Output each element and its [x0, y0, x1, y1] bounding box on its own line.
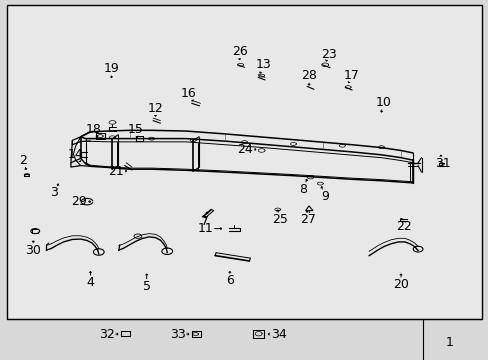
Text: 32: 32 [99, 328, 114, 341]
Text: 18: 18 [86, 123, 102, 136]
Text: 15: 15 [128, 123, 143, 136]
Text: 30: 30 [25, 244, 41, 257]
Text: 4: 4 [86, 276, 94, 289]
Text: 16: 16 [180, 87, 196, 100]
Text: 21: 21 [108, 165, 124, 177]
Text: 7: 7 [201, 215, 209, 228]
Text: 8: 8 [299, 183, 306, 195]
Text: 13: 13 [255, 58, 270, 71]
Text: 31: 31 [434, 157, 449, 170]
Text: 9: 9 [321, 190, 328, 203]
Text: 6: 6 [225, 274, 233, 287]
Text: 24: 24 [237, 143, 253, 156]
Text: 27: 27 [300, 213, 315, 226]
Text: 33: 33 [169, 328, 185, 341]
Text: 14: 14 [68, 148, 83, 161]
Text: 3: 3 [50, 186, 58, 199]
Text: 23: 23 [320, 48, 336, 60]
Text: 29: 29 [71, 195, 87, 208]
Text: 10: 10 [375, 96, 391, 109]
Text: 2: 2 [20, 154, 27, 167]
Bar [7, 5, 481, 319]
Text: 22: 22 [395, 220, 411, 233]
Text: 20: 20 [392, 278, 408, 291]
Text: 28: 28 [301, 69, 316, 82]
Text: 34: 34 [270, 328, 286, 341]
Text: 26: 26 [231, 45, 247, 58]
Text: 19: 19 [103, 62, 119, 75]
Text: 17: 17 [344, 69, 359, 82]
Text: 11: 11 [197, 222, 213, 235]
Text: 12: 12 [147, 102, 163, 114]
Text: 1: 1 [445, 336, 453, 349]
Text: 5: 5 [142, 280, 150, 293]
Text: 25: 25 [271, 213, 287, 226]
